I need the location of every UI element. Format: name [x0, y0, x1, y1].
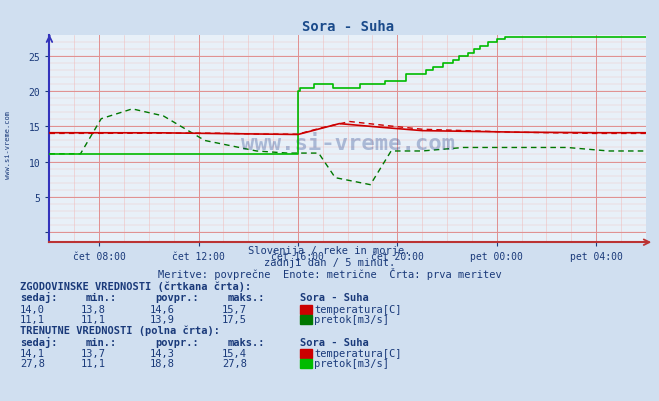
Text: www.si-vreme.com: www.si-vreme.com [241, 134, 455, 154]
Text: Slovenija / reke in morje.: Slovenija / reke in morje. [248, 245, 411, 255]
Text: TRENUTNE VREDNOSTI (polna črta):: TRENUTNE VREDNOSTI (polna črta): [20, 325, 219, 336]
Text: 13,9: 13,9 [150, 314, 175, 324]
Text: 27,8: 27,8 [222, 358, 247, 368]
Text: ZGODOVINSKE VREDNOSTI (črtkana črta):: ZGODOVINSKE VREDNOSTI (črtkana črta): [20, 281, 251, 292]
Text: min.:: min.: [86, 293, 117, 303]
Text: Sora - Suha: Sora - Suha [300, 337, 368, 347]
Text: 14,6: 14,6 [150, 304, 175, 314]
Text: 15,4: 15,4 [222, 348, 247, 358]
Text: 27,8: 27,8 [20, 358, 45, 368]
Text: 15,7: 15,7 [222, 304, 247, 314]
Text: temperatura[C]: temperatura[C] [314, 304, 402, 314]
Text: maks.:: maks.: [227, 337, 265, 347]
Text: temperatura[C]: temperatura[C] [314, 348, 402, 358]
Text: pretok[m3/s]: pretok[m3/s] [314, 314, 389, 324]
Title: Sora - Suha: Sora - Suha [302, 20, 393, 34]
Text: zadnji dan / 5 minut.: zadnji dan / 5 minut. [264, 257, 395, 267]
Text: Sora - Suha: Sora - Suha [300, 293, 368, 303]
Text: pretok[m3/s]: pretok[m3/s] [314, 358, 389, 368]
Text: min.:: min.: [86, 337, 117, 347]
Text: Meritve: povprečne  Enote: metrične  Črta: prva meritev: Meritve: povprečne Enote: metrične Črta:… [158, 267, 501, 279]
Text: www.si-vreme.com: www.si-vreme.com [5, 110, 11, 178]
Text: maks.:: maks.: [227, 293, 265, 303]
Text: 13,8: 13,8 [80, 304, 105, 314]
Text: 11,1: 11,1 [80, 358, 105, 368]
Text: povpr.:: povpr.: [155, 293, 198, 303]
Text: povpr.:: povpr.: [155, 337, 198, 347]
Text: 14,0: 14,0 [20, 304, 45, 314]
Text: 14,3: 14,3 [150, 348, 175, 358]
Text: 17,5: 17,5 [222, 314, 247, 324]
Text: 11,1: 11,1 [20, 314, 45, 324]
Text: 11,1: 11,1 [80, 314, 105, 324]
Text: 18,8: 18,8 [150, 358, 175, 368]
Text: 13,7: 13,7 [80, 348, 105, 358]
Text: sedaj:: sedaj: [20, 292, 57, 303]
Text: sedaj:: sedaj: [20, 336, 57, 347]
Text: 14,1: 14,1 [20, 348, 45, 358]
